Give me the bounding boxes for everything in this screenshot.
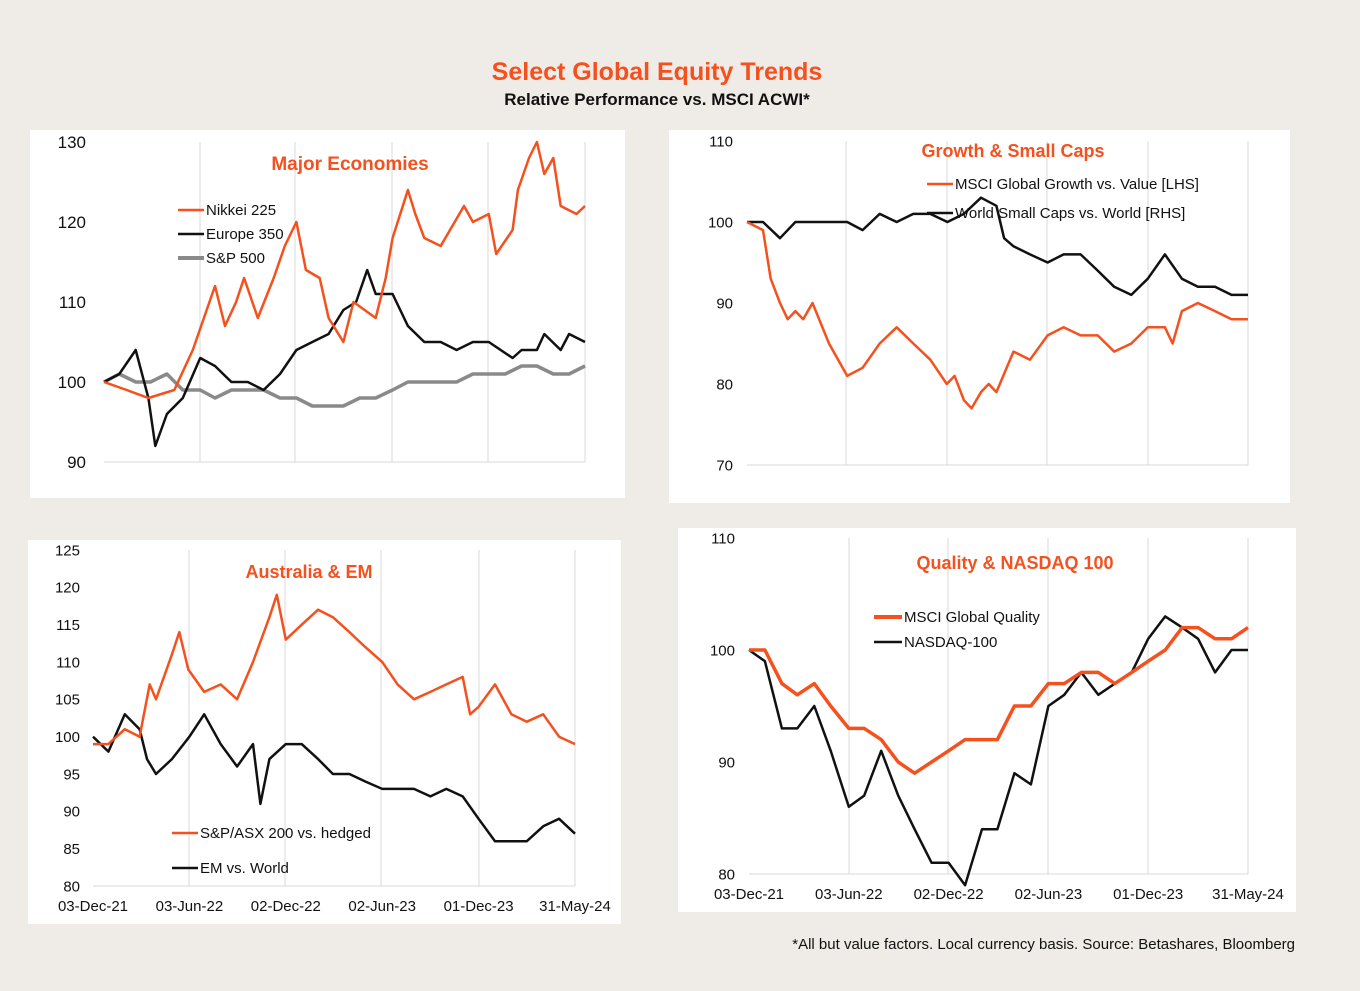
x-tick-label: 01-Dec-23 [1113,886,1183,903]
y-tick-label: 100 [55,729,80,746]
y-tick-label: 100 [708,214,733,231]
y-tick-label: 90 [63,804,80,821]
y-tick-label: 100 [710,642,735,659]
series-line-europe-350 [103,268,586,448]
series-line-world-small-caps-vs-world-rhs- [747,196,1248,297]
legend-label: S&P 500 [206,250,265,267]
chart-svg: 80 85 90 95 100 105 110 115 120 125 03-Dec-21 03-Ju… [55,542,611,915]
y-tick-label: 90 [718,754,735,771]
x-tick-label: 02-Dec-22 [914,886,984,903]
series-line-nasdaq-100 [748,615,1248,887]
footnote: *All but value factors. Local currency b… [792,936,1295,953]
y-tick-label: 130 [58,133,86,152]
x-tick-label: 03-Jun-22 [156,898,224,915]
chart-title: Growth & Small Caps [921,141,1104,161]
y-tick-label: 110 [56,654,80,671]
chart-svg: 90 100 110 120 130 Major Economies Nikkei 225 E… [58,133,586,472]
y-tick-label: 115 [56,617,80,634]
legend-label: Nikkei 225 [206,202,276,219]
y-tick-label: 120 [55,580,80,597]
x-tick-label: 02-Dec-22 [251,898,321,915]
x-tick-label: 01-Dec-23 [444,898,514,915]
series-line-em-vs-world [92,713,576,843]
page-subtitle: Relative Performance vs. MSCI ACWI* [504,90,810,109]
x-tick-label: 02-Jun-23 [348,898,416,915]
legend-label: Europe 350 [206,226,284,243]
series-line-msci-global-growth-vs-value-lhs- [746,220,1248,410]
y-tick-label: 90 [67,453,86,472]
legend-label: MSCI Global Growth vs. Value [LHS] [955,176,1199,193]
chart-title: Quality & NASDAQ 100 [916,553,1113,573]
x-tick-label: 31-May-24 [539,898,611,915]
series-line-s-p-500 [103,364,586,408]
x-tick-label: 03-Dec-21 [714,886,784,903]
legend-label: EM vs. World [200,860,289,877]
x-tick-label: 31-May-24 [1212,886,1284,903]
y-tick-label: 80 [716,376,733,393]
chart-growth-small-caps: 70 80 90 100 110 Growth & Small Caps MSCI Glob… [669,130,1290,503]
y-tick-label: 80 [718,866,735,883]
series-line-s-p-asx-200-vs-hedged [93,593,576,746]
chart-svg: 80 90 100 110 03-Dec-21 03-Jun-22 02-Dec-22 02-… [710,530,1284,903]
y-tick-label: 90 [716,295,733,312]
series-line-nikkei-225 [103,140,586,400]
page-title: Select Global Equity Trends [491,58,823,86]
y-tick-label: 120 [58,213,86,232]
x-tick-label: 02-Jun-23 [1015,886,1083,903]
y-tick-label: 70 [716,457,733,474]
x-tick-label: 03-Dec-21 [58,898,128,915]
legend-label: S&P/ASX 200 vs. hedged [200,825,371,842]
legend-label: NASDAQ-100 [904,634,997,651]
chart-australia-em: 80 85 90 95 100 105 110 115 120 125 03-Dec-21 03-Ju… [28,540,621,924]
x-tick-label: 03-Jun-22 [815,886,883,903]
y-tick-label: 100 [58,373,86,392]
chart-major-economies: 90 100 110 120 130 Major Economies Nikkei 225 E… [30,130,625,498]
chart-title: Australia & EM [245,562,372,582]
chart-svg: 70 80 90 100 110 Growth & Small Caps MSCI Glob… [708,133,1249,474]
chart-quality-nasdaq: 80 90 100 110 03-Dec-21 03-Jun-22 02-Dec-22 02-… [678,528,1296,912]
y-tick-label: 105 [55,692,80,709]
legend-label: World Small Caps vs. World [RHS] [955,205,1185,222]
y-tick-label: 110 [711,530,735,547]
series-line-msci-global-quality [749,625,1249,775]
chart-title: Major Economies [271,154,428,175]
legend-label: MSCI Global Quality [904,609,1040,626]
y-tick-label: 110 [709,133,733,150]
y-tick-label: 80 [63,878,80,895]
y-tick-label: 125 [55,542,80,559]
y-tick-label: 110 [59,293,86,312]
y-tick-label: 95 [63,766,80,783]
y-tick-label: 85 [63,841,80,858]
